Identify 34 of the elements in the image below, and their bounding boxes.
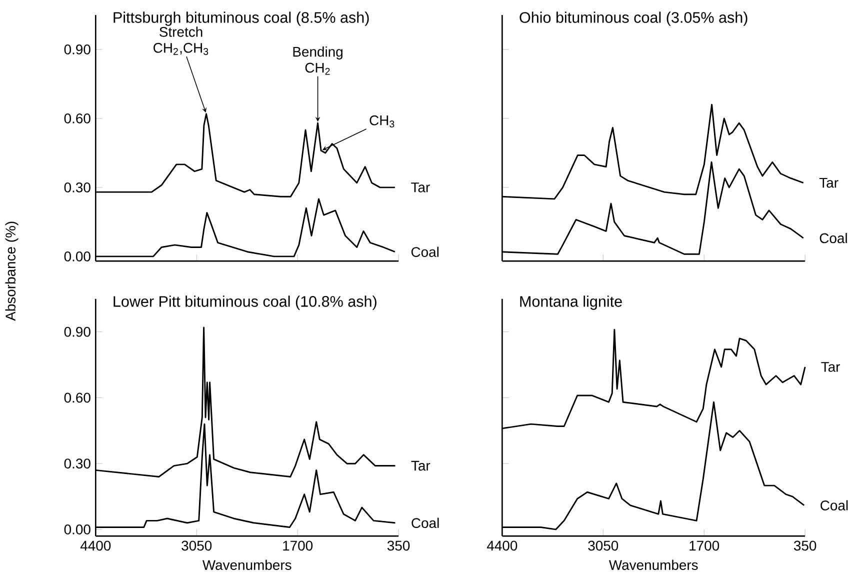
- series-label: Coal: [820, 232, 847, 244]
- chart-title: Pittsburgh bituminous coal (8.5% ash): [114, 12, 369, 26]
- x-axis-title: Wavenumbers: [202, 560, 292, 570]
- annotation: Stretch CH$_{2}$,CH$_{3}$: [154, 26, 208, 56]
- y-tick-label: 0.00: [64, 252, 90, 262]
- y-tick-label: 0.30: [64, 458, 90, 469]
- x-tick-label: 4400: [80, 540, 111, 551]
- y-tick-label: 0.90: [64, 326, 90, 337]
- series-label: Coal: [820, 500, 848, 510]
- x-tick-label: 1700: [690, 540, 720, 551]
- series-label: Tar: [821, 362, 840, 372]
- chart-title: Lower Pitt bituminous coal (10.8% ash): [114, 296, 376, 310]
- y-axis-title: Absorbance (%): [5, 222, 18, 321]
- annotation: CH$_{3}$: [370, 115, 394, 128]
- chart-title: Ohio bituminous coal (3.05% ash): [520, 12, 748, 26]
- y-tick-label: 0.00: [64, 524, 90, 534]
- x-tick-label: 350: [794, 540, 816, 551]
- chart-title: Montana lignite: [520, 296, 622, 310]
- y-tick-label: 0.60: [64, 392, 90, 403]
- x-tick-label: 350: [387, 540, 410, 551]
- y-tick-label: 0.60: [64, 114, 90, 124]
- annotation: Bending CH$_{2}$: [293, 46, 342, 75]
- series-label: Tar: [411, 182, 430, 192]
- y-tick-label: 0.30: [64, 182, 90, 192]
- series-label: Tar: [411, 460, 430, 471]
- series-label: Coal: [412, 518, 439, 528]
- x-tick-label: 4400: [486, 540, 518, 551]
- x-tick-label: 1700: [283, 540, 313, 551]
- series-label: Tar: [819, 178, 838, 188]
- series-label: Coal: [411, 246, 438, 258]
- x-tick-label: 3050: [182, 540, 212, 551]
- x-axis-title: Wavenumbers: [608, 560, 698, 570]
- y-tick-label: 0.90: [64, 44, 90, 54]
- x-tick-label: 3050: [588, 540, 618, 551]
